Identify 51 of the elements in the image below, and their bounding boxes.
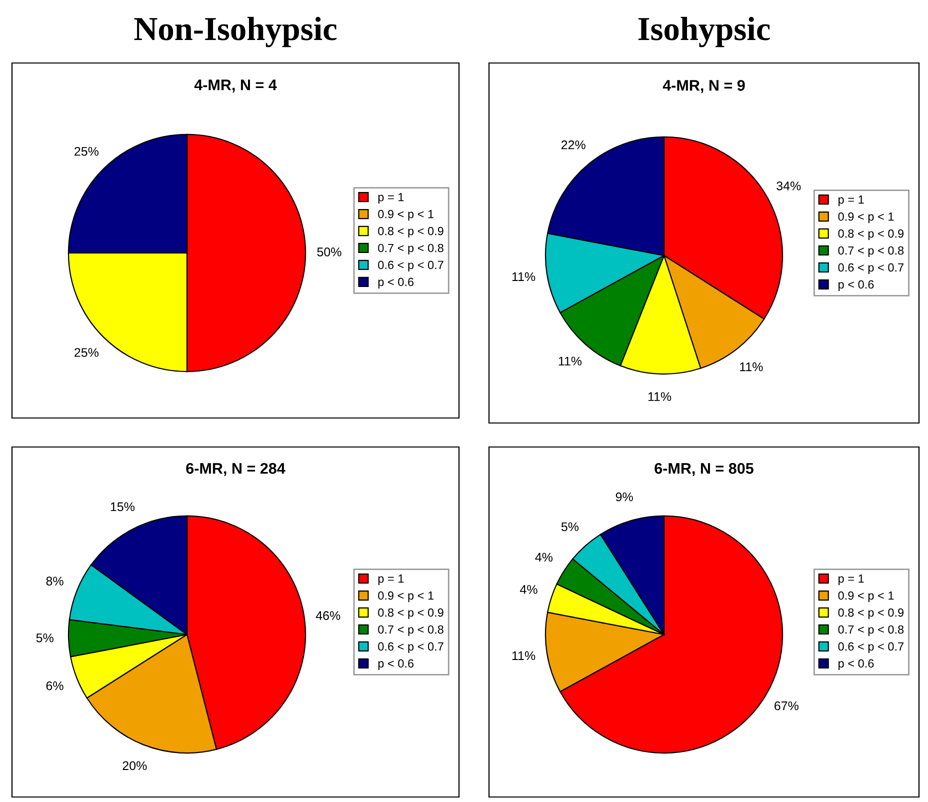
legend-label: 0.6 < p < 0.7 <box>378 642 444 653</box>
legend-label: 0.7 < p < 0.8 <box>378 625 444 636</box>
legend-label: p = 1 <box>838 196 864 206</box>
legend-label: 0.9 < p < 1 <box>378 210 434 221</box>
legend-label: p = 1 <box>378 193 404 204</box>
data-label: 5% <box>561 522 579 532</box>
data-label: 22% <box>561 140 586 150</box>
text: Non-Isohypsic <box>134 16 337 48</box>
legend-label: p = 1 <box>838 574 864 586</box>
legend-label: p < 0.6 <box>838 280 874 291</box>
legend-label: 0.8 < p < 0.9 <box>378 608 444 620</box>
chart-title: 4-MR, N = 9 <box>662 80 745 94</box>
data-label: 4% <box>535 552 553 562</box>
legend-label: p < 0.6 <box>838 659 874 670</box>
legend-label: 0.7 < p < 0.8 <box>838 246 904 258</box>
legend-label: p < 0.6 <box>378 278 414 288</box>
legend-label: 0.6 < p < 0.7 <box>838 642 904 653</box>
data-label: 20% <box>122 761 147 770</box>
data-label: 6% <box>46 681 64 690</box>
data-label: 15% <box>110 502 134 512</box>
data-label: 8% <box>46 576 64 586</box>
data-label: 4% <box>520 585 538 594</box>
legend-label: 0.7 < p < 0.8 <box>378 244 444 255</box>
legend-label: p = 1 <box>378 574 404 586</box>
chart-title: 4-MR, N = 4 <box>194 80 277 93</box>
data-label: 25% <box>74 348 98 357</box>
data-label: 25% <box>74 146 98 156</box>
data-label: 67% <box>774 701 798 710</box>
legend-label: 0.6 < p < 0.7 <box>378 260 444 272</box>
data-label: 46% <box>316 611 340 620</box>
data-label: 5% <box>36 634 54 642</box>
data-label: 11% <box>512 272 536 282</box>
legend-label: 0.7 < p < 0.8 <box>838 625 904 636</box>
data-label: 11% <box>740 362 763 372</box>
data-label: 11% <box>648 392 672 401</box>
data-label: 9% <box>616 492 633 502</box>
legend-label: 0.8 < p < 0.9 <box>838 608 904 620</box>
chart-title: 6-MR, N = 805 <box>654 463 754 476</box>
data-label: 11% <box>558 356 582 366</box>
legend-label: 0.9 < p < 1 <box>378 591 434 602</box>
legend-label: p < 0.6 <box>378 659 414 670</box>
data-label: 11% <box>512 651 536 660</box>
data-label: 50% <box>317 248 342 256</box>
legend-label: 0.8 < p < 0.9 <box>378 226 444 238</box>
data-label: 34% <box>776 181 801 190</box>
legend-label: 0.9 < p < 1 <box>838 212 894 224</box>
legend-label: 0.6 < p < 0.7 <box>838 263 904 274</box>
chart-title: 6-MR, N = 284 <box>186 463 286 476</box>
legend-label: 0.9 < p < 1 <box>838 591 894 602</box>
legend-label: 0.8 < p < 0.9 <box>838 229 904 240</box>
text: Isohypsic <box>638 16 770 48</box>
